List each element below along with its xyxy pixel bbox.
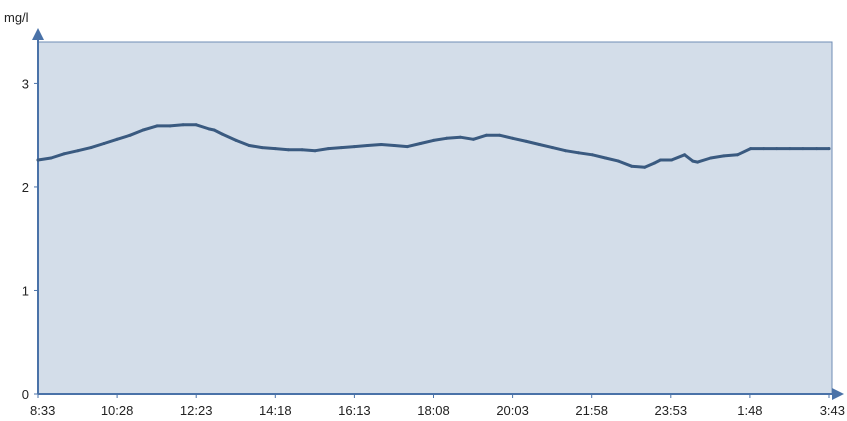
x-ticks: 8:33 10:28 12:23 14:18 16:13 18:08 20:03 21:58 2…: [30, 394, 845, 418]
data-point: [749, 147, 753, 151]
data-point: [709, 156, 713, 160]
data-point: [260, 146, 264, 150]
data-point: [722, 154, 726, 158]
data-point: [590, 153, 594, 157]
data-point: [775, 147, 779, 151]
data-point: [643, 165, 647, 169]
data-point: [696, 160, 700, 164]
data-point: [36, 158, 40, 162]
data-point: [392, 144, 396, 147]
data-point: [102, 142, 106, 145]
plot-area: [37, 41, 833, 395]
y-tick-label: 1: [22, 283, 29, 298]
data-point: [652, 161, 656, 165]
data-point: [537, 143, 541, 146]
data-point: [683, 153, 687, 157]
data-point: [736, 153, 739, 157]
data-point: [326, 147, 330, 151]
data-point: [212, 128, 216, 132]
data-point: [458, 135, 462, 139]
x-tick-label: 1:48: [737, 403, 762, 418]
data-point: [168, 124, 172, 128]
data-point: [564, 149, 568, 153]
data-point: [471, 137, 475, 141]
data-point: [155, 124, 159, 128]
data-point: [339, 146, 343, 150]
data-point: [617, 159, 620, 163]
y-axis: mg/l: [4, 10, 44, 394]
y-tick-label: 3: [22, 76, 29, 91]
series-line-mg-per-l: [36, 123, 831, 169]
x-tick-label: 23:53: [655, 403, 688, 418]
data-point: [762, 147, 766, 151]
x-axis-arrow-icon: [832, 388, 844, 400]
data-point: [115, 137, 119, 141]
data-point: [432, 138, 435, 142]
y-ticks: 0 1 2 3: [22, 76, 38, 402]
x-tick-label: 21:58: [575, 403, 608, 418]
data-point: [62, 152, 66, 156]
data-point: [524, 139, 528, 143]
data-point: [577, 151, 581, 155]
data-point: [691, 159, 695, 163]
data-point: [89, 146, 93, 150]
data-point: [815, 147, 819, 151]
x-axis: [38, 388, 844, 400]
data-point: [498, 133, 501, 137]
y-axis-arrow-icon: [32, 28, 44, 40]
data-point: [551, 146, 554, 150]
data-point: [827, 147, 831, 151]
x-tick-label: 20:03: [496, 403, 529, 418]
data-point: [313, 149, 317, 153]
data-point: [405, 145, 409, 149]
x-tick-label: 14:18: [259, 403, 292, 418]
x-tick-label: 12:23: [180, 403, 213, 418]
data-point: [300, 148, 304, 152]
data-point: [379, 143, 383, 146]
x-tick-label: 18:08: [417, 403, 450, 418]
data-point: [801, 147, 805, 151]
data-point: [141, 128, 145, 132]
data-point: [511, 136, 515, 140]
data-point: [366, 144, 369, 147]
data-point: [220, 132, 224, 136]
x-tick-label: 3:43: [820, 403, 845, 418]
data-point: [286, 148, 290, 152]
x-tick-label: 16:13: [338, 403, 371, 418]
x-tick-label: 8:33: [30, 403, 55, 418]
data-point: [128, 133, 132, 137]
data-point: [247, 144, 251, 147]
data-point: [352, 145, 356, 149]
data-point: [234, 138, 238, 142]
data-points: [36, 123, 831, 169]
data-point: [604, 156, 607, 160]
data-point: [418, 142, 422, 145]
data-point: [273, 147, 277, 151]
data-point: [181, 123, 185, 127]
x-tick-label: 10:28: [101, 403, 134, 418]
data-point: [194, 123, 198, 127]
y-tick-label: 2: [22, 180, 29, 195]
data-point: [49, 156, 53, 160]
y-axis-unit-label: mg/l: [4, 10, 29, 25]
data-point: [207, 127, 211, 131]
data-point: [630, 164, 634, 168]
data-point: [445, 136, 449, 140]
data-point: [670, 158, 673, 162]
data-point: [485, 133, 488, 137]
data-point: [76, 149, 80, 153]
y-tick-label: 0: [22, 387, 29, 402]
data-point: [788, 147, 792, 151]
data-point: [659, 158, 662, 162]
